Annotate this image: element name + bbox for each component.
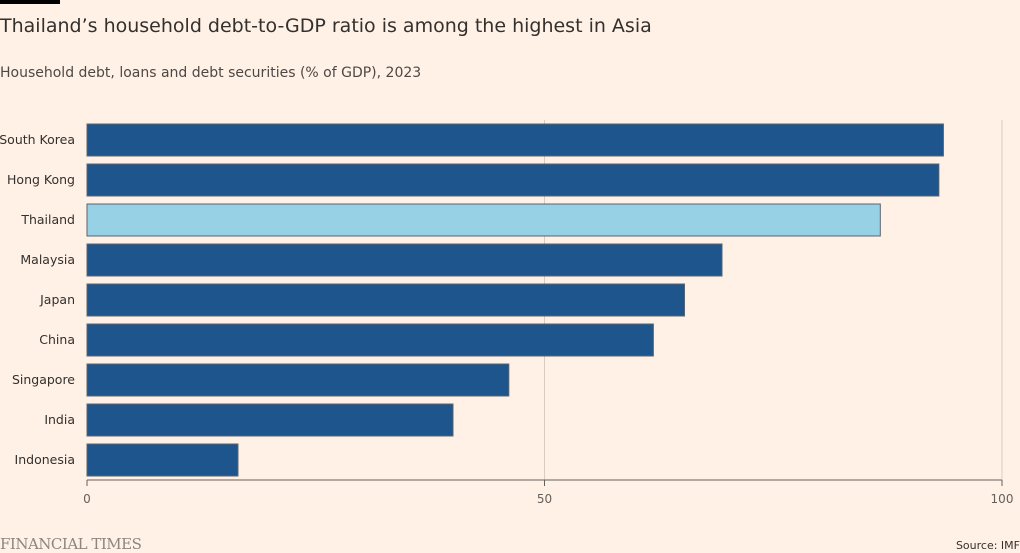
bar-japan [86,283,685,317]
category-label: India [44,412,75,427]
category-label: Thailand [20,212,75,227]
bar-hong-kong [86,163,940,197]
bar-indonesia [86,443,239,477]
ft-logo: FINANCIAL TIMES [0,535,142,553]
bar-malaysia [86,243,723,277]
x-tick-label: 100 [991,492,1014,506]
x-tick-label: 0 [83,492,91,506]
bar-singapore [86,363,510,397]
bar-india [86,403,454,437]
category-label: South Korea [0,132,75,147]
chart-subtitle: Household debt, loans and debt securitie… [0,65,422,81]
bar-south-korea [86,123,944,157]
bar-thailand [86,203,881,237]
category-label: Hong Kong [7,172,75,187]
category-label: Japan [39,292,75,307]
category-label: Malaysia [20,252,75,267]
bar-china [86,323,654,357]
bar-chart: 0 50 100 South Korea Hong Kong Thailand Malays… [0,120,1014,506]
category-label: China [39,332,75,347]
category-label: Indonesia [15,452,75,467]
x-tick-label: 50 [537,492,552,506]
chart-title: Thailand’s household debt-to-GDP ratio i… [0,15,652,37]
ft-top-bar [0,0,60,4]
category-label: Singapore [12,372,75,387]
source-note: Source: IMF [955,539,1020,552]
